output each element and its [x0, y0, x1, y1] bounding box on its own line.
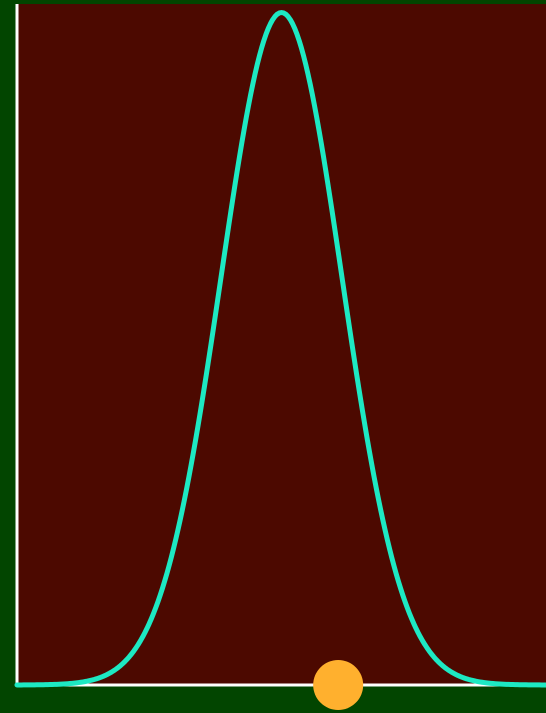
draggable-marker[interactable]	[313, 660, 364, 710]
density-curve	[14, 10, 546, 688]
plot-background	[17, 4, 546, 685]
